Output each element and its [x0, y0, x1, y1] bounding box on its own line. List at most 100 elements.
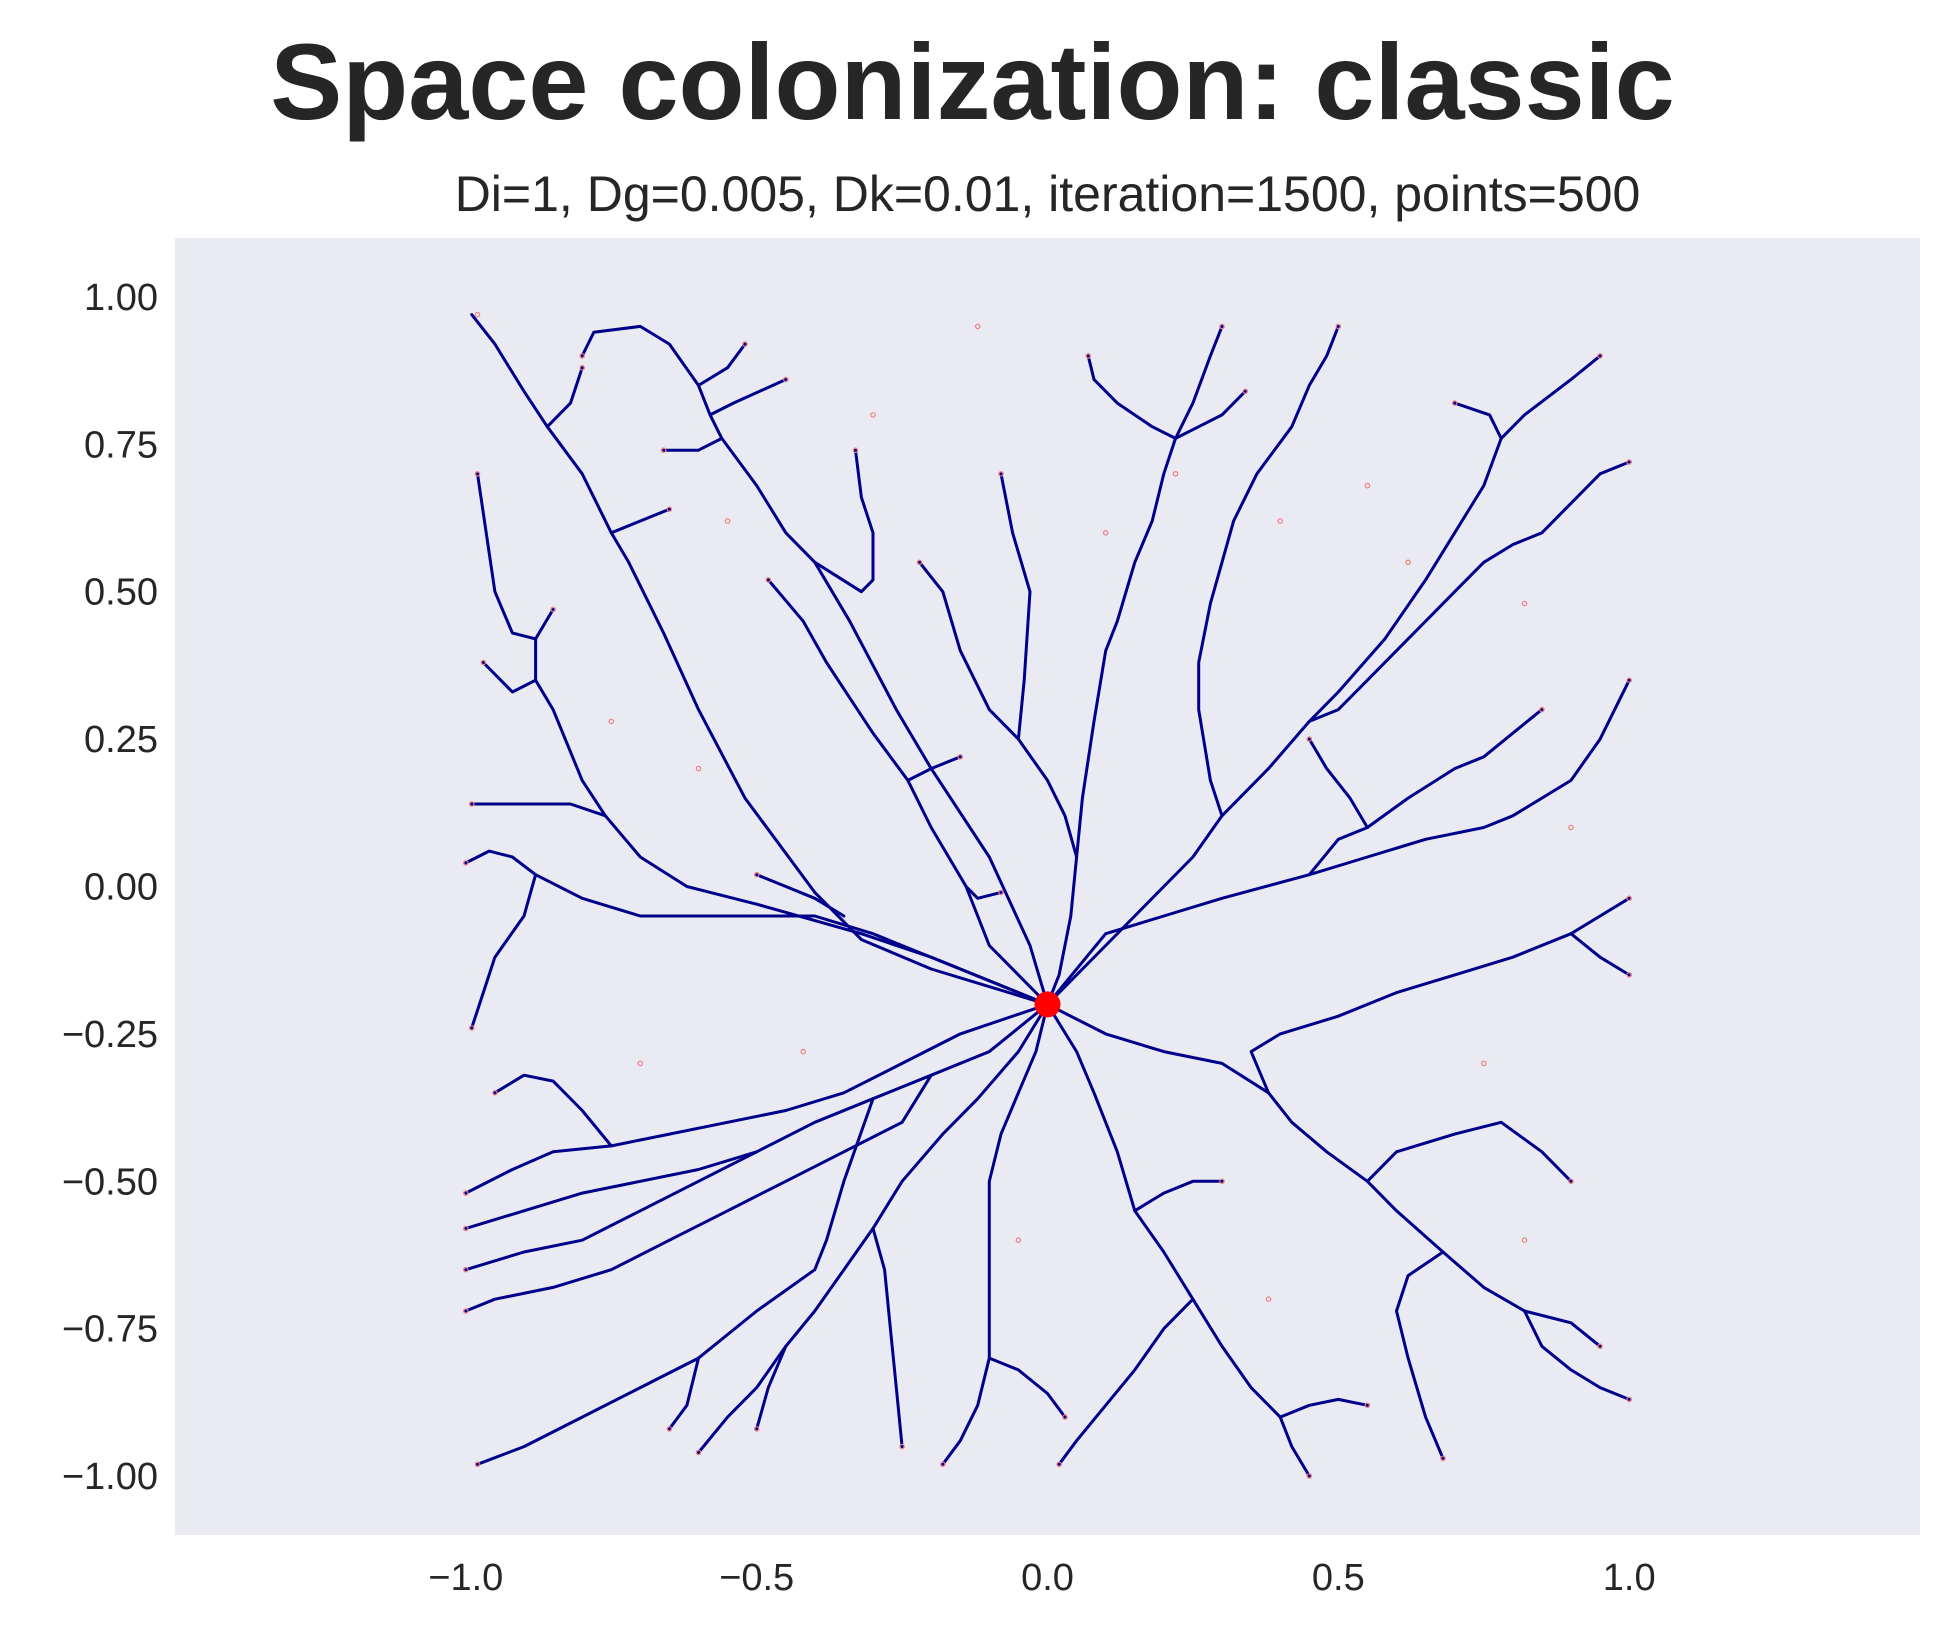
y-tick-label: −0.75: [62, 1309, 158, 1351]
branch-line: [464, 1073, 933, 1313]
x-tick-label: 0.5: [1312, 1557, 1365, 1599]
attractor-point: [474, 311, 481, 318]
attractor-point: [492, 1090, 498, 1096]
branch-line: [493, 1073, 613, 1148]
attractor-point: [695, 765, 702, 772]
branch-line: [580, 324, 1049, 1006]
attractor-point: [957, 753, 964, 760]
root-point: [1034, 991, 1061, 1018]
y-tick-label: −1.00: [62, 1456, 158, 1498]
branch-line: [609, 507, 671, 535]
attractor-point: [480, 659, 487, 666]
attractor-point: [579, 364, 586, 371]
attractor-point: [1626, 972, 1633, 978]
branch-line: [667, 1356, 700, 1431]
attractor-point: [1626, 895, 1633, 902]
attractor-point: [462, 860, 469, 866]
attractor-point: [468, 1025, 475, 1031]
branch-line: [1046, 1002, 1311, 1478]
branch-line: [697, 1002, 1049, 1454]
attractor-point: [608, 718, 615, 725]
branch-line: [1307, 460, 1631, 723]
branch-line: [871, 1226, 904, 1449]
attractor-point: [753, 871, 760, 878]
branch-line: [1395, 1250, 1445, 1460]
attractor-point: [474, 470, 481, 477]
branch-line: [481, 661, 538, 694]
branch-line: [545, 366, 584, 429]
branch-line: [662, 436, 724, 452]
attractor-point: [870, 412, 876, 418]
chart-subtitle: Di=1, Dg=0.005, Dk=0.01, iteration=1500,…: [454, 166, 1641, 222]
attractor-point: [1626, 677, 1633, 684]
branch-line: [766, 578, 1049, 1006]
branch-line: [755, 1344, 788, 1431]
branch-line: [470, 873, 538, 1030]
attractor-point: [637, 1060, 644, 1067]
branches-layer: [464, 313, 1631, 1478]
attractor-point: [1277, 518, 1284, 524]
attractor-point: [1626, 1396, 1633, 1403]
attractor-point: [666, 506, 673, 513]
attractor-point: [1626, 459, 1633, 465]
branch-line: [1046, 678, 1631, 1006]
attractor-point: [1539, 706, 1545, 713]
attractor-point: [1062, 1414, 1068, 1420]
x-tick-label: 1.0: [1603, 1557, 1656, 1599]
attractor-point: [742, 341, 748, 347]
attractor-point: [1521, 600, 1528, 607]
branch-line: [476, 472, 538, 641]
branch-line: [813, 448, 875, 594]
attractor-point: [724, 518, 731, 524]
plot-area: [175, 238, 1920, 1535]
branch-line: [1278, 1397, 1369, 1419]
attractor-point: [1306, 1473, 1313, 1479]
branch-line: [464, 1002, 1049, 1195]
attractor-point: [462, 1308, 469, 1314]
attractor-point: [998, 470, 1004, 477]
branch-line: [708, 378, 788, 417]
attractor-point: [765, 577, 772, 583]
attractor-point: [666, 1426, 673, 1432]
branch-line: [1133, 1179, 1224, 1213]
branch-line: [1365, 1120, 1573, 1183]
branch-line: [964, 885, 1003, 900]
branch-line: [464, 849, 1049, 1006]
y-axis-ticks: 1.00 0.75 0.50 0.25 0.00 −0.25 −0.50 −0.75 −1.00: [62, 277, 158, 1498]
branch-line: [470, 802, 607, 818]
branch-line: [1307, 737, 1369, 829]
attractor-point: [695, 1449, 702, 1456]
branch-line: [1086, 354, 1177, 440]
branch-line: [1569, 932, 1631, 977]
y-tick-label: 0.00: [84, 867, 158, 909]
chart-title: Space colonization: classic: [270, 21, 1675, 142]
attractor-point: [939, 1461, 946, 1468]
attractor-point: [1219, 1178, 1225, 1185]
attractor-point: [1085, 353, 1092, 359]
attractor-point: [550, 606, 556, 613]
branch-line: [1046, 1002, 1602, 1348]
branch-line: [1197, 324, 1340, 818]
attractor-point: [998, 889, 1004, 896]
attractor-point: [1306, 736, 1313, 742]
attractor-point: [782, 376, 789, 383]
branch-line: [464, 1150, 759, 1230]
attractor-point: [462, 1225, 469, 1232]
attractor-point: [800, 1048, 807, 1055]
branch-line: [755, 873, 846, 918]
attractor-point: [462, 1190, 469, 1196]
attractor-point: [1335, 323, 1342, 330]
branch-line: [1046, 354, 1602, 1006]
branch-line: [1046, 324, 1224, 1006]
branch-line: [534, 607, 1049, 1006]
x-tick-label: 0.0: [1021, 1557, 1074, 1599]
x-tick-label: −0.5: [719, 1557, 794, 1599]
attractor-point: [1597, 353, 1603, 359]
attractor-point: [1364, 1402, 1371, 1409]
y-tick-label: −0.50: [62, 1161, 158, 1203]
branch-line: [1307, 708, 1544, 877]
x-axis-ticks: −1.0 −0.5 0.0 0.5 1.0: [428, 1557, 1655, 1599]
y-tick-label: 0.50: [84, 572, 158, 614]
y-tick-label: 0.75: [84, 424, 158, 466]
